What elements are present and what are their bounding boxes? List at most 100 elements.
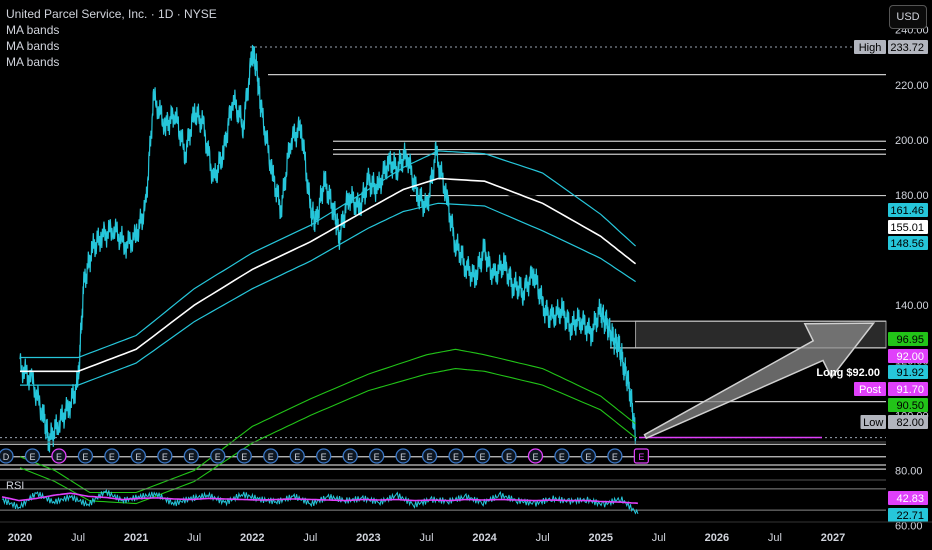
- price-badge-value: 161.46: [890, 205, 924, 217]
- marker-circle: [316, 448, 332, 464]
- ma_white-line: [20, 177, 637, 373]
- x-tick-label: 2026: [705, 532, 729, 544]
- marker-letter: E: [162, 452, 168, 462]
- marker-circle: [236, 448, 252, 464]
- marker-circle: [77, 448, 94, 464]
- price-tag-label: Low: [863, 417, 883, 429]
- price-badge: 42.83: [888, 491, 928, 505]
- dividend-marker[interactable]: E: [342, 448, 358, 464]
- time-axis[interactable]: 2020 Jul 2021 Jul 2022 Jul 2023 Jul 2024 Jul 2025 J…: [0, 521, 932, 544]
- dividend-marker[interactable]: E: [633, 448, 649, 464]
- indicator-ma-2[interactable]: MA bands: [6, 39, 60, 53]
- x-tick-label: Jul: [419, 532, 433, 544]
- dividend-marker[interactable]: E: [368, 448, 385, 464]
- dividend-marker[interactable]: E: [474, 448, 491, 464]
- price-tag-label: Post: [859, 384, 881, 396]
- marker-circle: [395, 448, 411, 464]
- dividend-marker[interactable]: E: [77, 448, 94, 464]
- price-badge-value: 148.56: [890, 238, 924, 250]
- price-axis[interactable]: 240.00220.00200.00180.00140.00120.00100.…: [895, 25, 929, 533]
- rsi-line: [1, 488, 639, 515]
- long-annotation: Long $92.00: [816, 367, 880, 379]
- price-badge: 92.00: [888, 349, 928, 363]
- ma_cyan_lower-line: [20, 202, 636, 386]
- indicator-ma-3[interactable]: MA bands: [6, 55, 60, 69]
- price-badge: 233.72 High: [854, 40, 928, 54]
- projection-arrow[interactable]: [643, 322, 876, 440]
- dividend-marker[interactable]: E: [236, 448, 252, 464]
- dividend-marker[interactable]: E: [607, 448, 623, 464]
- marker-circle: [554, 448, 570, 464]
- ma-band-shadow: [20, 173, 639, 377]
- ma_green_upper-line: [19, 348, 636, 494]
- price-badge-bg: [888, 236, 928, 250]
- marker-circle: [448, 448, 464, 464]
- marker-letter: E: [56, 452, 62, 462]
- price-line: [19, 44, 637, 453]
- dividend-marker[interactable]: E: [263, 448, 279, 464]
- y-tick-label: 140.00: [895, 300, 929, 312]
- y-tick-label: 220.00: [895, 80, 929, 92]
- dividend-marker[interactable]: E: [130, 448, 147, 464]
- price-badge: 155.01: [888, 220, 928, 234]
- dividend-marker[interactable]: E: [183, 448, 199, 464]
- dividend-marker[interactable]: E: [157, 448, 173, 464]
- price-badge: 91.92: [888, 365, 928, 379]
- dividend-marker[interactable]: E: [501, 448, 517, 464]
- price-badge: 161.46: [888, 203, 928, 217]
- marker-circle: [104, 448, 120, 464]
- dividend-marker[interactable]: E: [395, 448, 411, 464]
- x-tick-label: 2023: [356, 532, 380, 544]
- x-tick-label: 2022: [240, 532, 264, 544]
- price-badge-bg: [888, 220, 928, 234]
- marker-circle: [607, 448, 623, 464]
- x-tick-label: 2025: [588, 532, 612, 544]
- chart-legend: United Parcel Service, Inc. · 1D · NYSE …: [6, 6, 217, 70]
- horizontal-levels: [0, 46, 886, 470]
- currency-button[interactable]: USD: [889, 5, 927, 29]
- price-badge-bg: [888, 40, 928, 54]
- price-badge-value: 91.70: [896, 384, 924, 396]
- rsi-pane: [0, 479, 886, 515]
- price-badge-value: 155.01: [890, 222, 924, 234]
- series-layer: [19, 44, 639, 505]
- marker-letter: E: [638, 452, 644, 462]
- dividend-marker[interactable]: E: [104, 448, 120, 464]
- price-labels: 161.46 155.01 148.56 96.95 92.00 91.92 91.70 Po…: [854, 40, 928, 522]
- dividend-marker[interactable]: E: [316, 448, 332, 464]
- price-badge-bg: [888, 382, 928, 396]
- dividend-marker[interactable]: E: [580, 448, 597, 464]
- dividend-marker[interactable]: E: [289, 448, 305, 464]
- dividend-marker[interactable]: E: [24, 448, 41, 464]
- dividend-marker[interactable]: E: [51, 448, 67, 464]
- dividend-marker[interactable]: E: [554, 448, 570, 464]
- marker-letter: E: [294, 452, 300, 462]
- price-badge-bg: [888, 508, 928, 522]
- x-tick-label: 2020: [8, 532, 32, 544]
- dividend-marker[interactable]: E: [448, 448, 464, 464]
- dividend-marker[interactable]: E: [210, 448, 226, 464]
- marker-letter: E: [188, 452, 194, 462]
- dividend-marker[interactable]: D: [0, 448, 14, 464]
- dividend-marker[interactable]: E: [527, 448, 544, 464]
- marker-letter: E: [321, 452, 327, 462]
- marker-letter: E: [374, 452, 380, 462]
- marker-circle: [474, 448, 491, 464]
- price-badge-bg: [888, 365, 928, 379]
- marker-letter: E: [109, 452, 115, 462]
- marker-letter: E: [82, 452, 88, 462]
- marker-letter: E: [241, 452, 247, 462]
- indicator-ma-1[interactable]: MA bands: [6, 23, 60, 37]
- marker-circle: [368, 448, 385, 464]
- price-badge-value: 90.50: [896, 400, 924, 412]
- x-tick-label: Jul: [303, 532, 317, 544]
- x-tick-label: Jul: [652, 532, 666, 544]
- projection-arrow-shape: [643, 322, 876, 440]
- dividend-marker[interactable]: E: [421, 448, 438, 464]
- price-tag-bg: [854, 40, 886, 54]
- price-badge-value: 42.83: [896, 493, 924, 505]
- price-tag-bg: [860, 415, 886, 429]
- rsi_ma-line: [1, 492, 638, 505]
